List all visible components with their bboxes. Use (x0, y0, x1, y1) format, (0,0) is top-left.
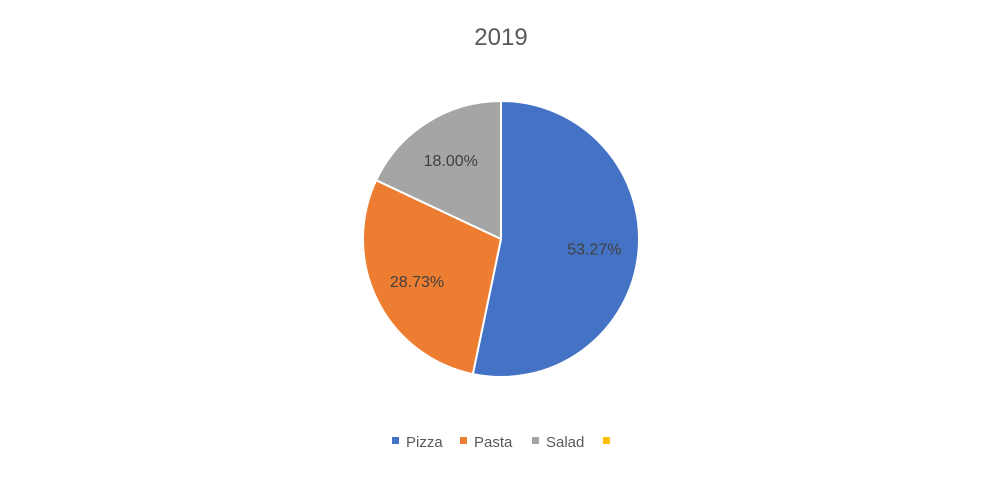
legend-label: Salad (546, 434, 584, 451)
data-label-pizza: 53.27% (567, 242, 621, 259)
pie-slice-pizza (471, 99, 640, 378)
chart-title: 2019 (474, 24, 527, 51)
legend-label: Pizza (406, 434, 443, 451)
legend-item-salad: Salad (532, 434, 584, 451)
data-label-salad: 18.00% (424, 153, 478, 170)
legend-marker (460, 437, 467, 444)
pie-slice-pasta (362, 178, 503, 376)
legend-marker (532, 437, 539, 444)
legend-label: Pasta (474, 434, 513, 451)
pie-slice-salad (374, 99, 502, 241)
legend-item-pasta: Pasta (460, 434, 513, 451)
data-label-pasta: 28.73% (390, 274, 444, 291)
legend-marker (603, 437, 610, 444)
legend: Pizza Pasta Salad (392, 434, 610, 451)
legend-item-unnamed (603, 437, 610, 444)
legend-marker (392, 437, 399, 444)
legend-item-pizza: Pizza (392, 434, 443, 451)
